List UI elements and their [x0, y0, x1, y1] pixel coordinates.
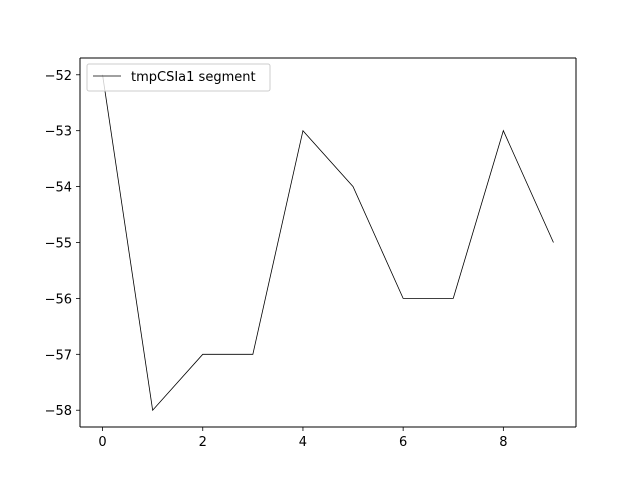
y-tick-label: −54 — [45, 181, 72, 196]
y-tick-label: −53 — [45, 125, 72, 140]
legend: tmpCSIa1 segment — [86, 63, 271, 92]
series-line — [102, 74, 554, 412]
x-tick-label: 2 — [199, 435, 207, 450]
x-axis: 0 2 4 6 8 — [98, 427, 507, 450]
x-tick-label: 4 — [299, 435, 307, 450]
y-tick-label: −56 — [45, 292, 72, 307]
x-tick-label: 6 — [399, 435, 407, 450]
x-tick-label: 0 — [98, 435, 106, 450]
legend-label: tmpCSIa1 segment — [131, 70, 256, 85]
y-tick-label: −57 — [45, 348, 72, 363]
y-tick-label: −55 — [45, 237, 72, 252]
legend-box — [86, 63, 271, 92]
x-tick-label: 8 — [499, 435, 507, 450]
y-tick-label: −58 — [45, 404, 72, 419]
y-axis: −58 −57 −56 −55 −54 −53 −52 — [45, 69, 80, 419]
y-tick-label: −52 — [45, 69, 72, 84]
